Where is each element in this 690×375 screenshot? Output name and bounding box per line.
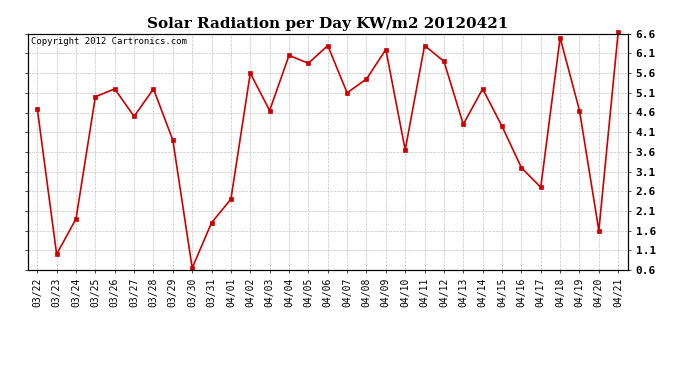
Title: Solar Radiation per Day KW/m2 20120421: Solar Radiation per Day KW/m2 20120421 bbox=[147, 17, 509, 31]
Text: Copyright 2012 Cartronics.com: Copyright 2012 Cartronics.com bbox=[30, 37, 186, 46]
